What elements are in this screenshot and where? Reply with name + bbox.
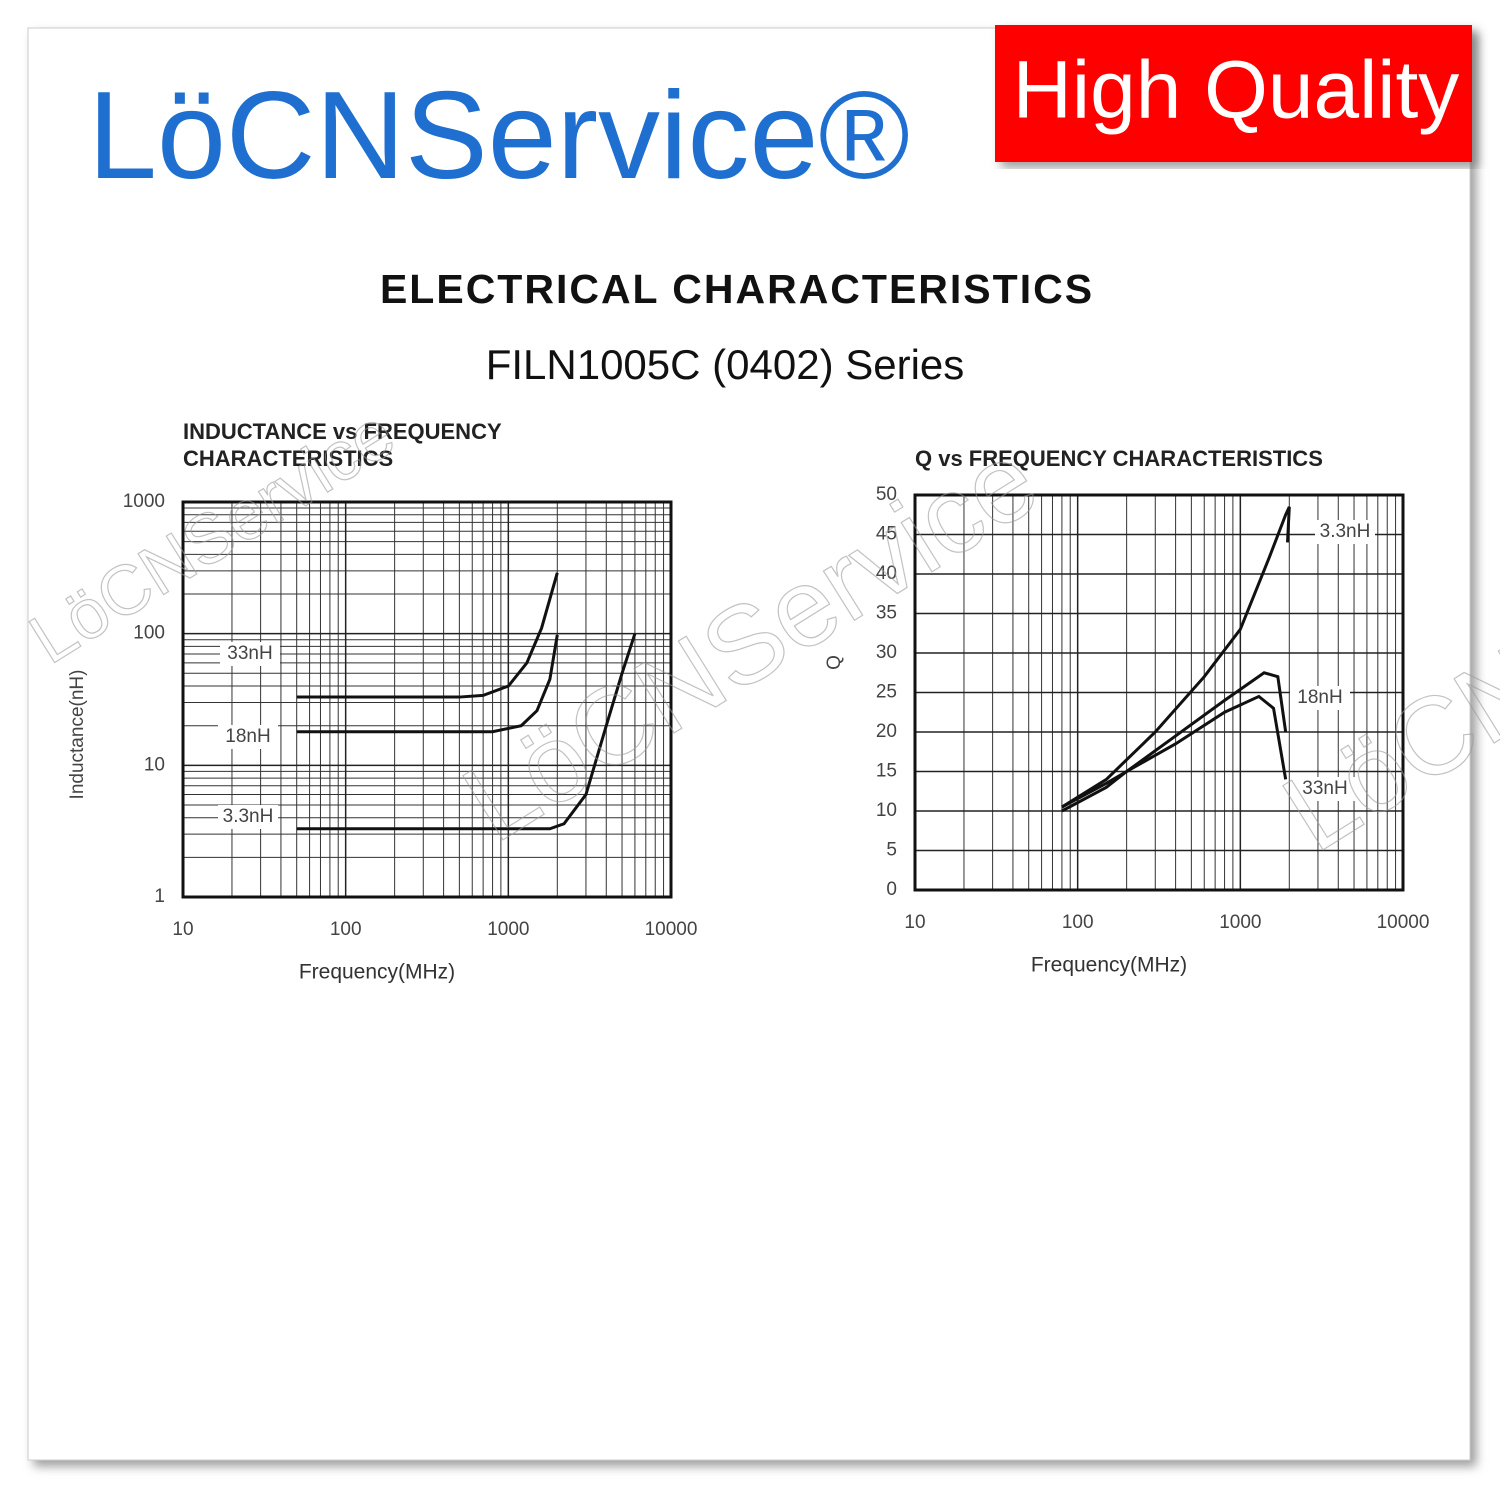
series-label-bg (1295, 777, 1355, 801)
subheading: FILN1005C (0402) Series (486, 341, 965, 388)
brand: LöCNService® (88, 67, 910, 205)
y-tick-label: 0 (886, 879, 897, 900)
y-tick-label: 15 (876, 761, 897, 782)
y-tick-label: 1 (154, 886, 165, 907)
series-label-bg (1315, 520, 1375, 544)
y-tick-label: 30 (876, 642, 897, 663)
series-line (296, 633, 637, 831)
x-axis-label: Frequency(MHz) (1031, 954, 1187, 977)
y-tick-label: 100 (133, 623, 165, 644)
series-label-bg (218, 805, 278, 829)
x-tick-label: 1000 (487, 919, 529, 940)
series-line (1061, 506, 1291, 809)
badge-box (995, 25, 1472, 162)
y-tick-label: 10 (144, 754, 165, 775)
y-tick-label: 20 (876, 721, 897, 742)
plot-frame (181, 500, 673, 899)
y-tick-label: 10 (876, 800, 897, 821)
series-label-bg (218, 725, 278, 749)
chart-title: CHARACTERISTICS (183, 446, 393, 471)
series-label: 18nH (225, 726, 270, 747)
series-label: 33nH (1302, 778, 1347, 799)
y-tick-label: 5 (886, 840, 897, 861)
plot-frame (913, 493, 1405, 892)
y-tick-label: 25 (876, 682, 897, 703)
series-line (1061, 671, 1288, 813)
x-tick-label: 1000 (1219, 912, 1261, 933)
series-label: 3.3nH (223, 806, 274, 827)
series-label: 18nH (1297, 687, 1342, 708)
series-label: 3.3nH (1320, 521, 1371, 542)
series-line (1061, 694, 1288, 809)
series-line (296, 634, 559, 734)
y-tick-label: 1000 (123, 491, 165, 512)
chart-title: Q vs FREQUENCY CHARACTERISTICS (915, 446, 1323, 471)
y-tick-label: 35 (876, 603, 897, 624)
series-label-bg (220, 642, 280, 666)
y-tick-label: 50 (876, 484, 897, 505)
x-tick-label: 100 (330, 919, 362, 940)
y-tick-label: 45 (876, 524, 897, 545)
badge: High Quality (1013, 45, 1460, 136)
y-axis-label: Inductance(nH) (67, 670, 88, 800)
series-label: 33nH (227, 643, 272, 664)
x-tick-label: 10 (172, 919, 193, 940)
chart-title: INDUCTANCE vs FREQUENCY (183, 419, 502, 444)
series-line (296, 572, 559, 699)
x-tick-label: 10000 (645, 919, 698, 940)
y-tick-label: 40 (876, 563, 897, 584)
x-axis-label: Frequency(MHz) (299, 961, 455, 984)
y-axis-label: Q (824, 655, 845, 670)
x-tick-label: 10 (904, 912, 925, 933)
x-tick-label: 100 (1062, 912, 1094, 933)
x-tick-label: 10000 (1377, 912, 1430, 933)
series-label-bg (1290, 686, 1350, 710)
heading: ELECTRICAL CHARACTERISTICS (380, 266, 1094, 312)
